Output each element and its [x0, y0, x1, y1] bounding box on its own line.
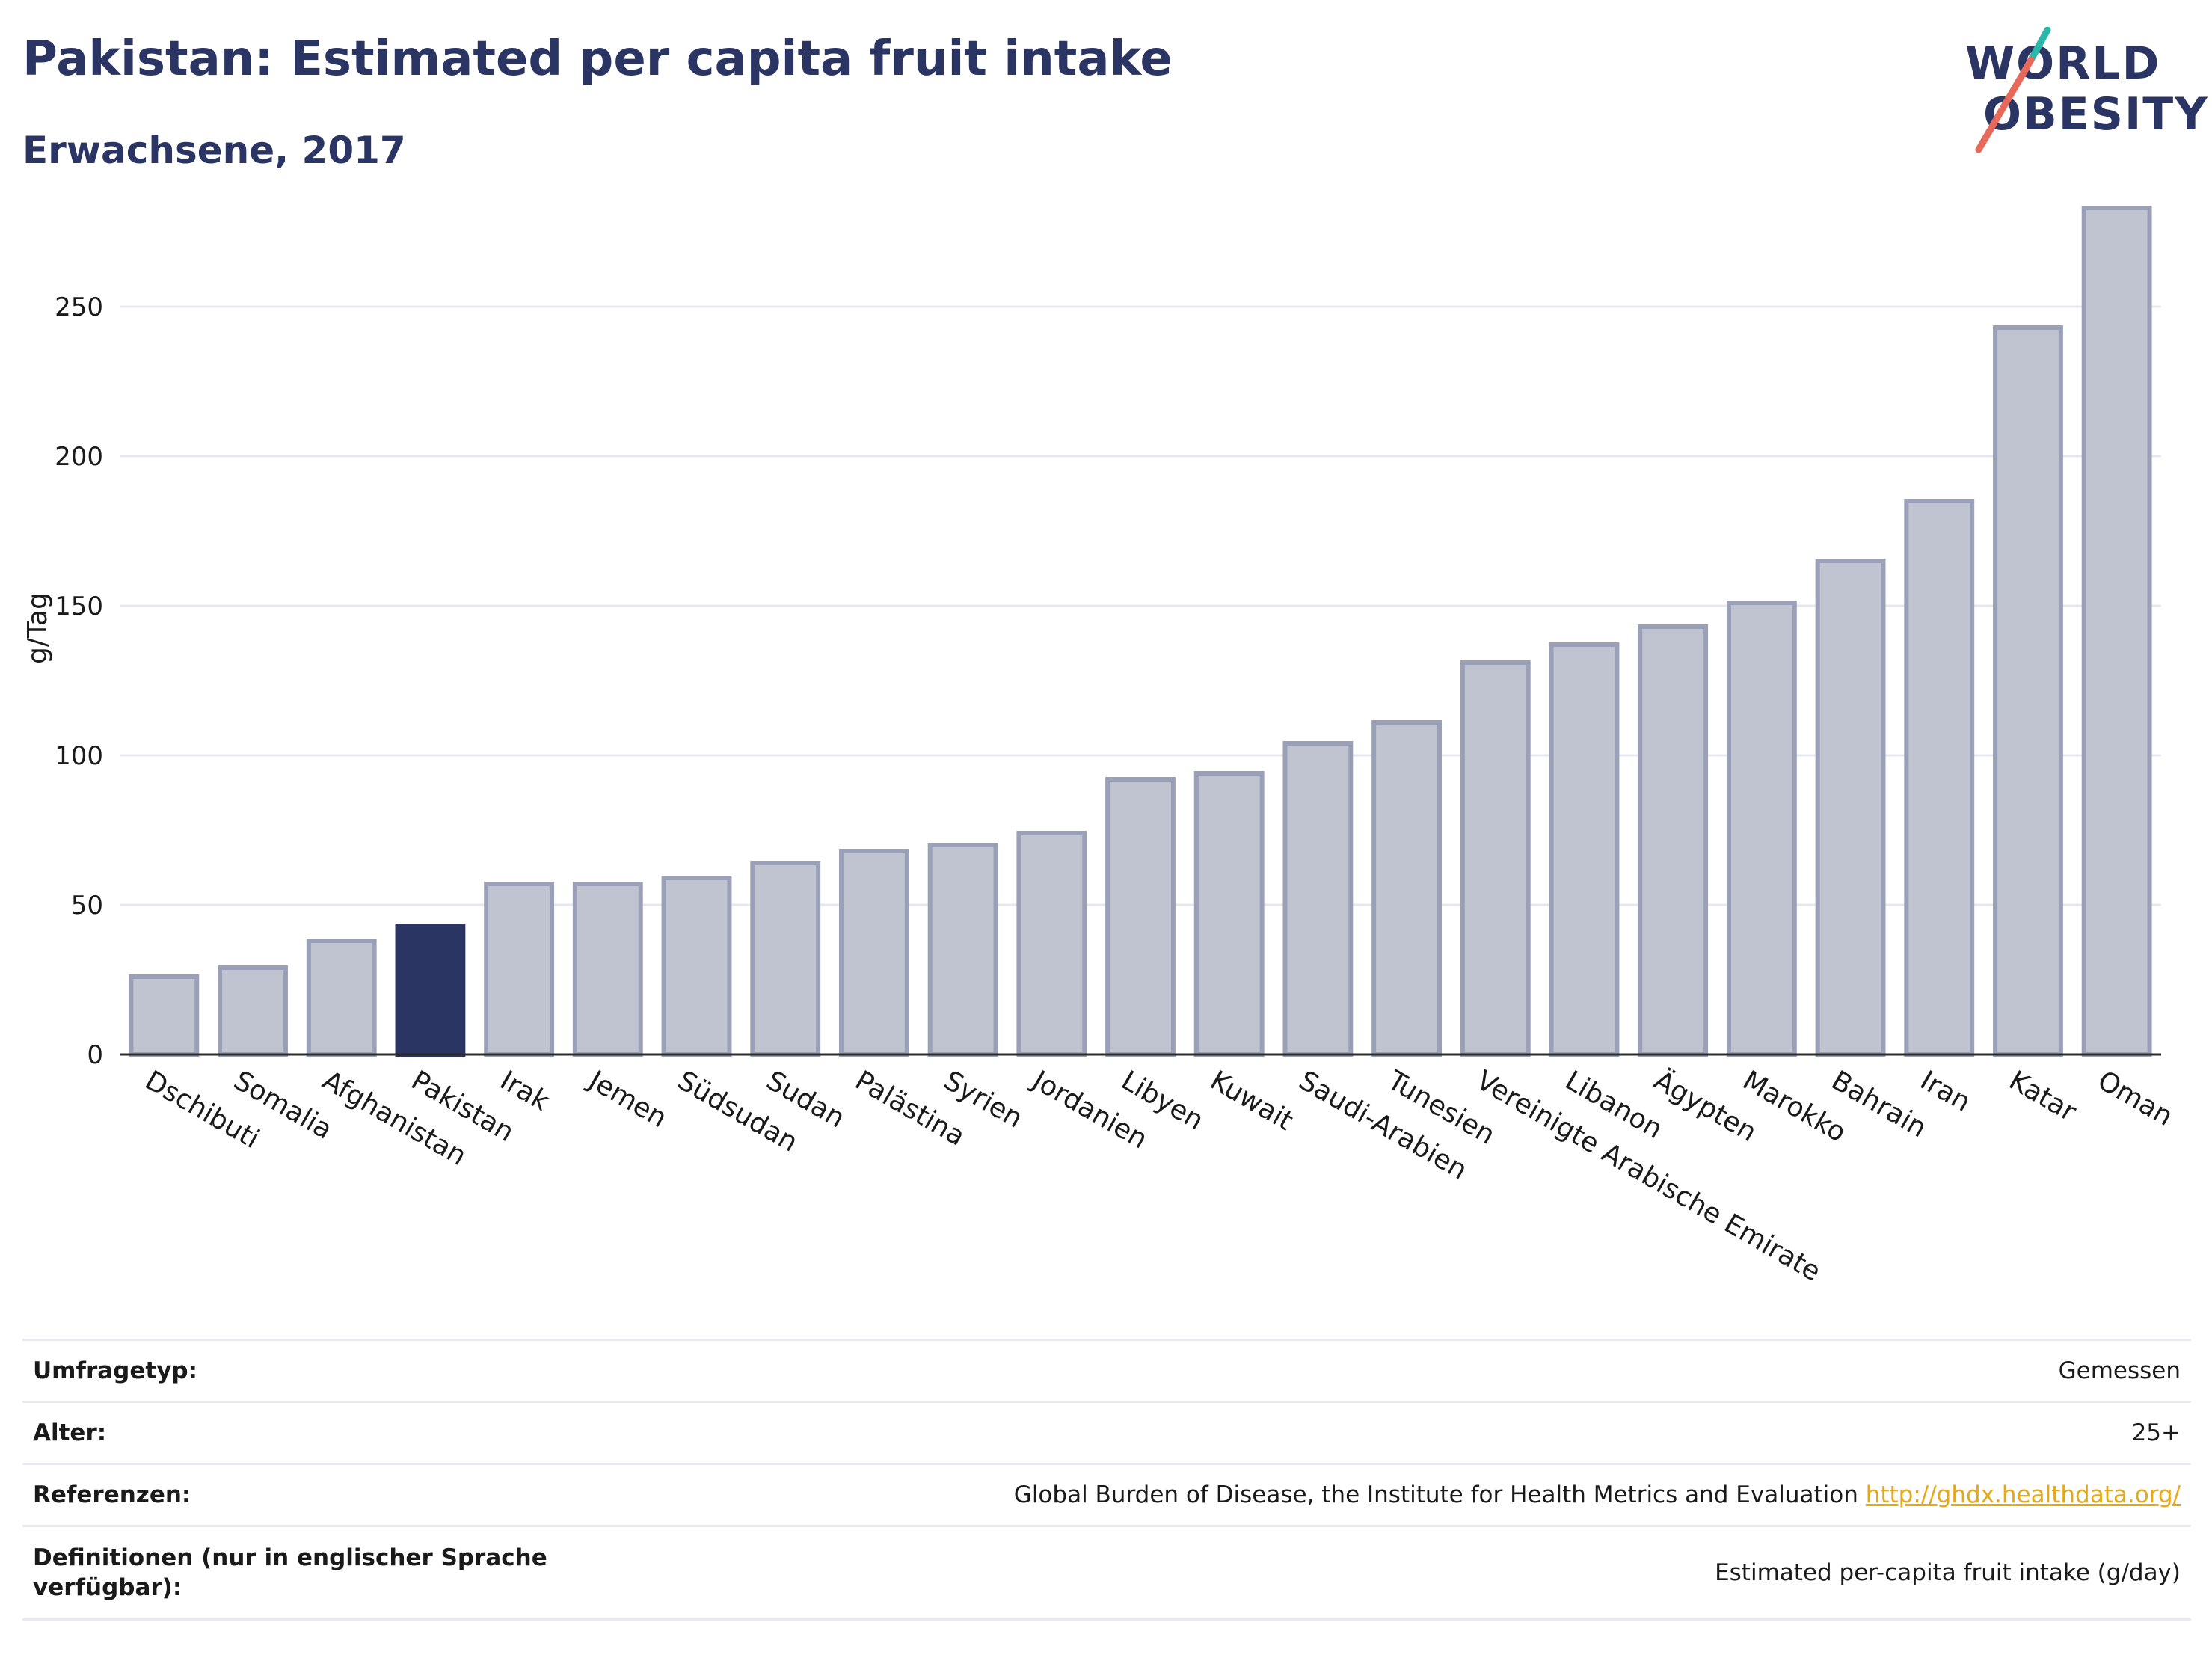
info-label: Umfragetyp: [33, 1357, 197, 1384]
bar-ägypten [1638, 624, 1709, 1057]
info-row-survey-type: Umfragetyp: Gemessen [22, 1339, 2191, 1401]
info-row-references: Referenzen: Global Burden of Disease, th… [22, 1463, 2191, 1525]
bar-tunesien [1371, 720, 1443, 1057]
bar-irak [484, 882, 555, 1057]
y-tick-labels: 0 50 100 150 200 250 [55, 292, 103, 1070]
reference-text: Global Burden of Disease, the Institute … [1013, 1481, 1858, 1508]
y-tick-label: 0 [87, 1040, 103, 1070]
y-tick-label: 150 [55, 592, 103, 621]
y-tick-label: 200 [55, 442, 103, 472]
info-label: Definitionen (nur in englischer Sprache … [33, 1544, 547, 1601]
bar-pakistan [395, 924, 466, 1057]
world-obesity-logo: WORLD OBESITY [1958, 27, 2208, 156]
logo-line-1: WORLD [1965, 37, 2161, 90]
info-row-age: Alter: 25+ [22, 1401, 2191, 1463]
bar-chart: 0 50 100 150 200 250 DschibutiSomaliaAfghanis… [22, 206, 2178, 1288]
info-row-definitions: Definitionen (nur in englischer Sprache … [22, 1525, 2191, 1621]
reference-link[interactable]: http://ghdx.healthdata.org/ [1865, 1481, 2181, 1508]
bar-jordanien [1016, 831, 1087, 1057]
info-value: 25+ [2131, 1419, 2181, 1446]
x-tick-label: Ägypten [1649, 1064, 1763, 1148]
bars [129, 206, 2152, 1057]
y-tick-label: 100 [55, 741, 103, 771]
x-tick-label: Katar [2003, 1065, 2081, 1128]
x-tick-label: Oman [2092, 1065, 2178, 1132]
bar-sudan [750, 861, 821, 1057]
bar-oman [2081, 206, 2152, 1057]
logo-slash-icon [1975, 27, 2051, 153]
chart-title: Pakistan: Estimated per capita fruit int… [22, 31, 1173, 87]
logo-line-2: OBESITY [1983, 88, 2209, 141]
bar-afghanistan [306, 939, 377, 1057]
bar-dschibuti [129, 974, 200, 1057]
y-tick-label: 250 [55, 292, 103, 322]
bar-palästina [838, 849, 909, 1057]
bar-iran [1904, 499, 1975, 1057]
chart-subtitle: Erwachsene, 2017 [22, 129, 406, 172]
bar-südsudan [661, 876, 732, 1057]
bar-jemen [572, 882, 643, 1057]
info-table: Umfragetyp: Gemessen Alter: 25+ Referenz… [22, 1339, 2191, 1621]
bar-bahrain [1815, 559, 1886, 1057]
bar-somalia [218, 965, 288, 1057]
bar-libyen [1105, 777, 1176, 1057]
x-tick-label: Irak [495, 1065, 555, 1117]
bar-katar [1993, 325, 2063, 1057]
bar-kuwait [1193, 771, 1265, 1057]
bar-saudi-arabien [1282, 741, 1354, 1057]
x-tick-label: Kuwait [1205, 1065, 1298, 1137]
bar-libanon [1549, 642, 1620, 1057]
info-label: Referenzen: [33, 1481, 191, 1508]
bar-vereinigte-arabische-emirate [1460, 660, 1531, 1057]
info-value: Estimated per-capita fruit intake (g/day… [1715, 1559, 2181, 1586]
x-tick-label: Jemen [583, 1064, 672, 1134]
y-tick-label: 50 [71, 891, 103, 921]
bar-syrien [927, 843, 998, 1057]
bar-marokko [1726, 601, 1797, 1057]
y-axis-label: g/Tag [22, 592, 53, 664]
info-label: Alter: [33, 1419, 107, 1446]
x-tick-label: Iran [1915, 1065, 1976, 1118]
info-value: Global Burden of Disease, the Institute … [1014, 1481, 2181, 1508]
info-value: Gemessen [2058, 1357, 2181, 1384]
